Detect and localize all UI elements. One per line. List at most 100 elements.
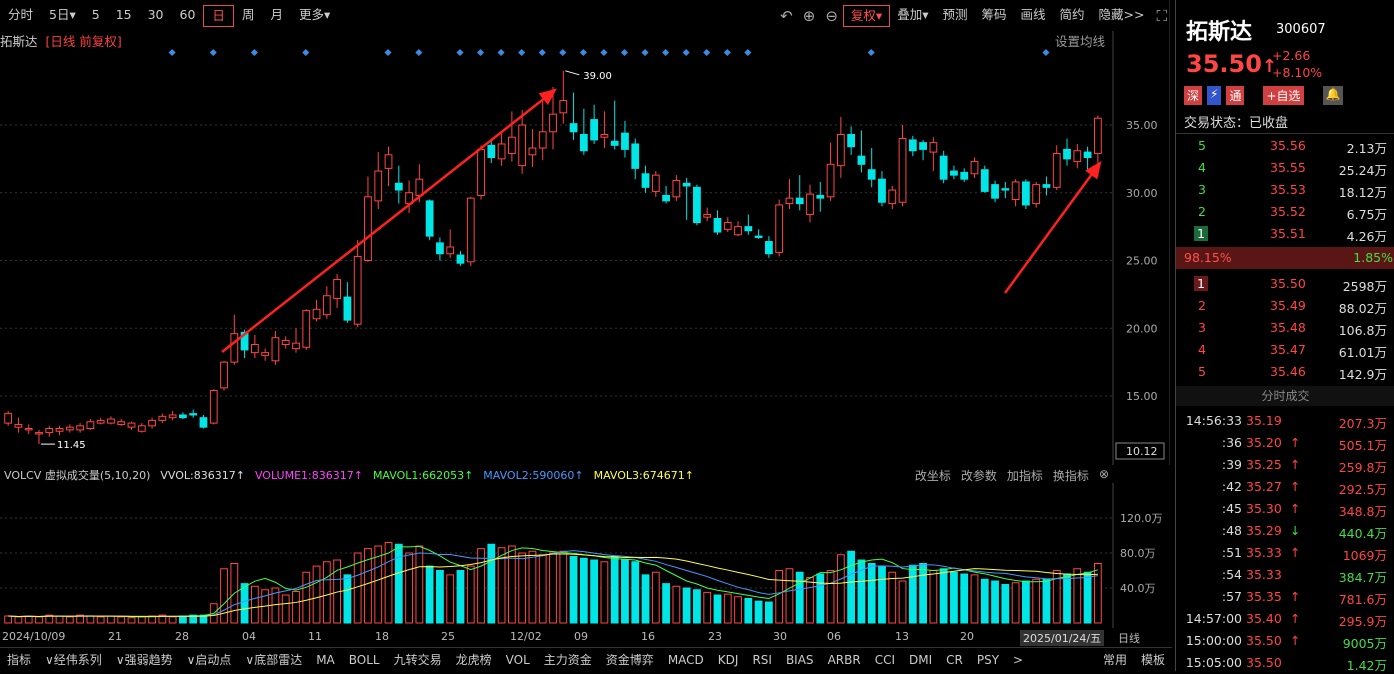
- period-tab[interactable]: 月: [270, 6, 283, 22]
- indicator-tab[interactable]: ARBR: [827, 652, 861, 667]
- candle[interactable]: [754, 229, 763, 239]
- indicator-tab[interactable]: 主力资金: [543, 653, 592, 667]
- candle[interactable]: [662, 185, 670, 204]
- ask-row[interactable]: 2 35.52 6.75万: [1198, 204, 1387, 222]
- indicator-tab[interactable]: BOLL: [348, 652, 380, 667]
- indicator-tab[interactable]: DMI: [908, 652, 933, 667]
- candle[interactable]: [281, 336, 290, 349]
- candle[interactable]: [374, 152, 383, 210]
- tool-menu-item[interactable]: 叠加▾: [897, 6, 929, 22]
- period-tab[interactable]: 周: [241, 6, 255, 22]
- candle[interactable]: [939, 150, 948, 184]
- candle[interactable]: [65, 424, 74, 433]
- candle[interactable]: [107, 416, 115, 425]
- candle[interactable]: [1073, 143, 1082, 169]
- candle[interactable]: [693, 184, 701, 226]
- candle[interactable]: [908, 135, 917, 157]
- candle[interactable]: [312, 299, 321, 322]
- indicator-tab[interactable]: ∨底部雷达: [245, 653, 303, 667]
- candle[interactable]: [1001, 181, 1010, 199]
- indicator-tab[interactable]: MACD: [667, 652, 704, 667]
- candle[interactable]: [528, 129, 537, 168]
- candle[interactable]: [292, 328, 300, 353]
- candle[interactable]: [394, 165, 403, 204]
- candle[interactable]: [888, 185, 897, 210]
- tool-menu-item[interactable]: 简约: [1059, 6, 1085, 22]
- ask-row[interactable]: 5 35.56 2.13万: [1198, 138, 1387, 156]
- indicator-tab[interactable]: MA: [316, 652, 335, 667]
- tool-menu-item[interactable]: 复权▾: [842, 4, 891, 27]
- candle[interactable]: [929, 137, 938, 172]
- tool-menu-item[interactable]: 隐藏>>: [1098, 6, 1145, 22]
- candle[interactable]: [199, 414, 208, 429]
- candle[interactable]: [96, 417, 105, 425]
- candle[interactable]: [723, 217, 732, 233]
- candle[interactable]: [775, 199, 784, 257]
- candle[interactable]: [867, 148, 876, 188]
- candle[interactable]: [168, 410, 177, 421]
- candle[interactable]: [590, 104, 599, 144]
- candle[interactable]: [600, 111, 609, 149]
- candle[interactable]: [425, 199, 434, 241]
- candle[interactable]: [857, 130, 866, 173]
- zoom-out-icon[interactable]: ⊖: [825, 6, 838, 25]
- undo-icon[interactable]: ↶: [780, 6, 793, 25]
- candle[interactable]: [76, 423, 84, 433]
- period-tab[interactable]: 日: [203, 4, 234, 27]
- volume-chart[interactable]: 120.0万 80.0万 40.0万: [0, 483, 1170, 628]
- candle[interactable]: [1083, 146, 1092, 172]
- candle[interactable]: [919, 139, 927, 161]
- candlestick-chart[interactable]: 35.00 30.00 25.00 20.00 15.00 10.12 39.00 11.45: [0, 0, 1170, 465]
- candle[interactable]: [538, 100, 547, 161]
- candle[interactable]: [189, 409, 198, 418]
- candle[interactable]: [950, 165, 958, 180]
- candle[interactable]: [991, 180, 999, 203]
- candle[interactable]: [847, 126, 856, 155]
- candle[interactable]: [117, 419, 126, 426]
- candle[interactable]: [960, 168, 969, 182]
- candle[interactable]: [456, 251, 465, 266]
- indicator-tab[interactable]: CCI: [874, 652, 895, 667]
- candle[interactable]: [158, 413, 167, 424]
- indicator-tab[interactable]: ∨经伟系列: [45, 653, 102, 667]
- indicator-tab[interactable]: 资金博弈: [605, 653, 654, 667]
- shenzhen-badge[interactable]: 深: [1184, 86, 1203, 105]
- indicator-tab[interactable]: 龙虎榜: [455, 653, 492, 667]
- candle[interactable]: [631, 138, 640, 180]
- candle[interactable]: [1052, 145, 1061, 191]
- candle[interactable]: [24, 424, 33, 434]
- candle[interactable]: [795, 175, 804, 211]
- candle[interactable]: [806, 184, 814, 223]
- candle[interactable]: [55, 425, 64, 436]
- candle[interactable]: [713, 210, 722, 235]
- period-tab[interactable]: 60: [179, 6, 196, 22]
- period-tab[interactable]: 30: [147, 6, 164, 22]
- zoom-in-icon[interactable]: ⊕: [802, 6, 816, 25]
- candle[interactable]: [826, 142, 835, 201]
- candle[interactable]: [641, 165, 650, 193]
- indicator-tab[interactable]: 模板: [1140, 653, 1165, 667]
- close-icon[interactable]: ⊗: [1098, 466, 1109, 481]
- bid-row[interactable]: 5 35.46 142.9万: [1198, 364, 1387, 382]
- candle[interactable]: [744, 214, 753, 235]
- candle[interactable]: [487, 138, 496, 163]
- candle[interactable]: [436, 237, 444, 261]
- candle[interactable]: [507, 111, 516, 162]
- candle[interactable]: [86, 419, 95, 430]
- connect-badge[interactable]: 通: [1226, 86, 1245, 105]
- indicator-tab[interactable]: KDJ: [717, 652, 739, 667]
- change-axis-button[interactable]: 改坐标: [914, 468, 951, 483]
- switch-indicator-button[interactable]: 换指标: [1052, 468, 1089, 483]
- candle[interactable]: [137, 423, 146, 433]
- bid-row[interactable]: 3 35.48 106.8万: [1198, 320, 1387, 338]
- candle[interactable]: [734, 221, 742, 237]
- candle[interactable]: [980, 165, 989, 193]
- candle[interactable]: [333, 274, 342, 308]
- indicator-tab[interactable]: PSY: [976, 652, 1000, 667]
- candle[interactable]: [1022, 179, 1030, 210]
- candle[interactable]: [569, 92, 578, 140]
- bid-row[interactable]: 1 35.50 2598万: [1176, 273, 1394, 295]
- candle[interactable]: [651, 171, 660, 197]
- ask-row[interactable]: 1 35.51 4.26万: [1176, 223, 1394, 245]
- add-watchlist-button[interactable]: +自选: [1263, 86, 1304, 105]
